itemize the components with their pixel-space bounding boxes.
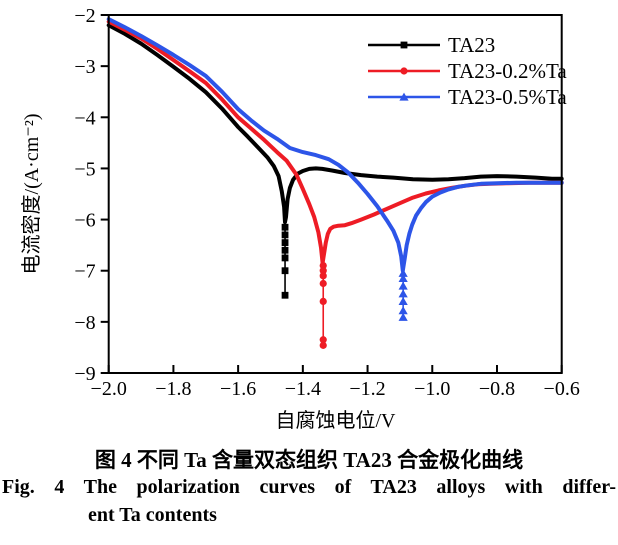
y-tick-label: −9 (74, 363, 95, 385)
spike-marker-TA23-0.5%Ta (398, 312, 408, 321)
spike-marker-TA23-0.5%Ta (398, 281, 408, 290)
spike-marker-TA23 (281, 254, 289, 262)
spike-marker-TA23-0.2%Ta (319, 262, 327, 270)
spike-marker-TA23 (281, 239, 289, 246)
x-tick-label: −1.2 (349, 378, 385, 400)
figure-caption-english-line1: Fig. 4 The polarization curves of TA23 a… (2, 476, 616, 498)
y-tick-label: −7 (74, 261, 95, 283)
legend-label-TA23-0.2%Ta: TA23-0.2%Ta (448, 59, 567, 83)
spike-marker-TA23-0.5%Ta (398, 289, 408, 298)
x-axis-title: 自腐蚀电位/V (275, 410, 396, 432)
curve-TA23 (106, 23, 564, 225)
x-tick-label: −1.8 (155, 378, 191, 400)
legend-marker-TA23-0.5%Ta (399, 92, 409, 101)
spike-marker-TA23-0.5%Ta (398, 273, 408, 282)
spike-marker-TA23-0.2%Ta (319, 336, 327, 344)
curve-TA23-0.5%Ta (106, 17, 564, 273)
x-tick-label: −0.6 (544, 378, 580, 400)
x-tick-label: −1.0 (414, 378, 450, 400)
spike-marker-TA23-0.2%Ta (319, 272, 327, 280)
x-tick-label: −1.6 (220, 378, 256, 400)
figure-caption-chinese: 图 4 不同 Ta 含量双态组织 TA23 合金极化曲线 (94, 448, 524, 472)
spike-marker-TA23 (281, 231, 289, 239)
spike-marker-TA23-0.2%Ta (319, 267, 327, 275)
spike-marker-TA23 (281, 267, 289, 275)
legend-marker-TA23-0.2%Ta (400, 67, 408, 75)
spike-marker-TA23-0.5%Ta (398, 297, 408, 305)
legend-marker-TA23 (400, 41, 408, 49)
y-tick-label: −2 (74, 5, 95, 27)
spike-marker-TA23 (281, 223, 289, 231)
polarization-chart: −2.0 −1.8 −1.6 −1.4 −1.2 −1.0 −0.8 −0.6 −2 −3 −4 −5… (74, 5, 580, 400)
y-tick-label: −4 (74, 107, 95, 129)
figure-caption-english-line2: ent Ta contents (88, 504, 217, 526)
spike-marker-TA23-0.2%Ta (319, 341, 327, 349)
curve-TA23-0.2%Ta (106, 19, 564, 265)
y-tick-label: −8 (74, 312, 95, 334)
spike-marker-TA23-0.5%Ta (398, 268, 408, 277)
spike-marker-TA23-0.2%Ta (319, 297, 327, 305)
spike-marker-TA23 (281, 291, 289, 299)
spike-marker-TA23 (281, 246, 289, 254)
y-axis-title: 电流密度/(A·cm⁻²) (21, 113, 43, 275)
x-tick-label: −2.0 (91, 378, 127, 400)
plot-border (107, 14, 563, 374)
x-tick-label: −0.8 (479, 378, 515, 400)
y-tick-label: −3 (74, 56, 95, 78)
spike-marker-TA23-0.2%Ta (319, 279, 327, 288)
spike-marker-TA23-0.5%Ta (398, 306, 408, 315)
y-tick-label: −6 (74, 210, 95, 232)
legend-label-TA23-0.5%Ta: TA23-0.5%Ta (448, 85, 567, 109)
y-tick-label: −5 (74, 158, 95, 180)
x-tick-label: −1.4 (285, 378, 321, 400)
legend-label-TA23: TA23 (448, 33, 495, 57)
